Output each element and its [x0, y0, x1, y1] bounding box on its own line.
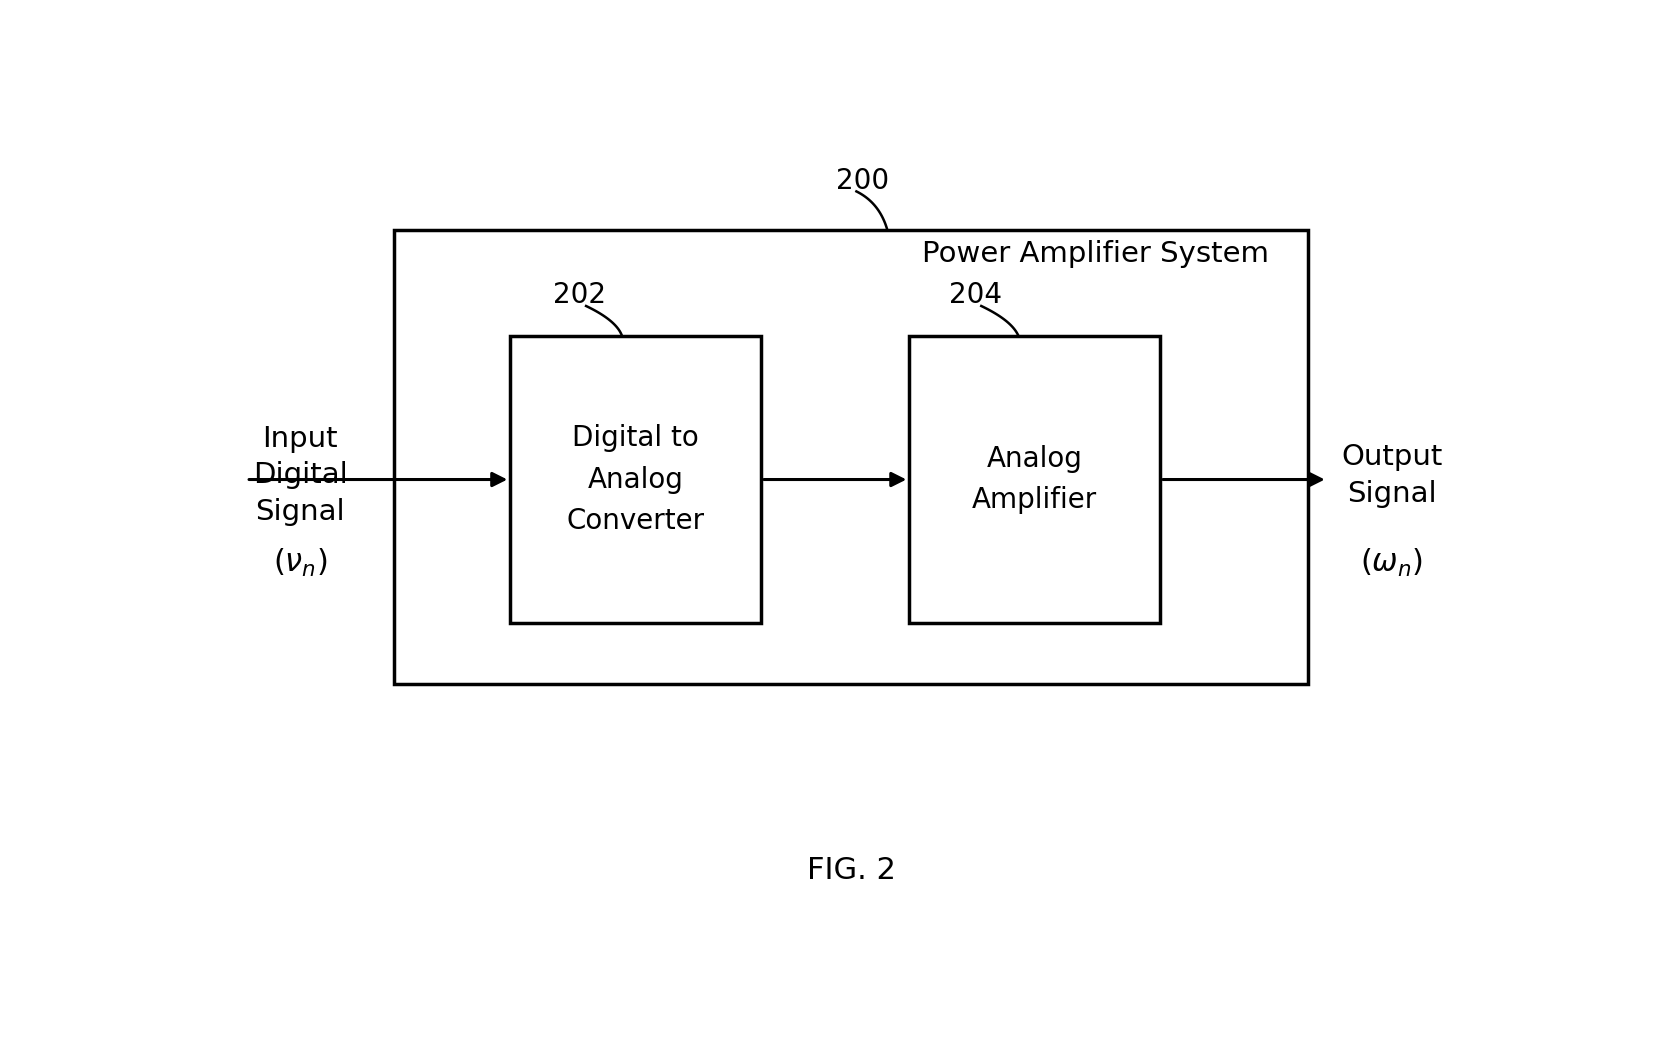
Text: Analog
Amplifier: Analog Amplifier	[972, 445, 1098, 514]
Text: Output
Signal: Output Signal	[1340, 443, 1443, 508]
Text: Power Amplifier System: Power Amplifier System	[922, 240, 1269, 269]
Text: FIG. 2: FIG. 2	[807, 857, 895, 885]
Text: Input
Digital
Signal: Input Digital Signal	[252, 424, 347, 526]
Text: Digital to
Analog
Converter: Digital to Analog Converter	[566, 424, 704, 535]
Bar	[394, 230, 1309, 685]
Text: 204: 204	[948, 282, 1002, 309]
Text: 200: 200	[835, 167, 889, 195]
Bar	[510, 336, 761, 623]
Text: $(\nu_n)$: $(\nu_n)$	[272, 547, 327, 579]
Text: 202: 202	[553, 282, 606, 309]
Bar	[909, 336, 1161, 623]
Text: $(\omega_n)$: $(\omega_n)$	[1360, 547, 1423, 579]
